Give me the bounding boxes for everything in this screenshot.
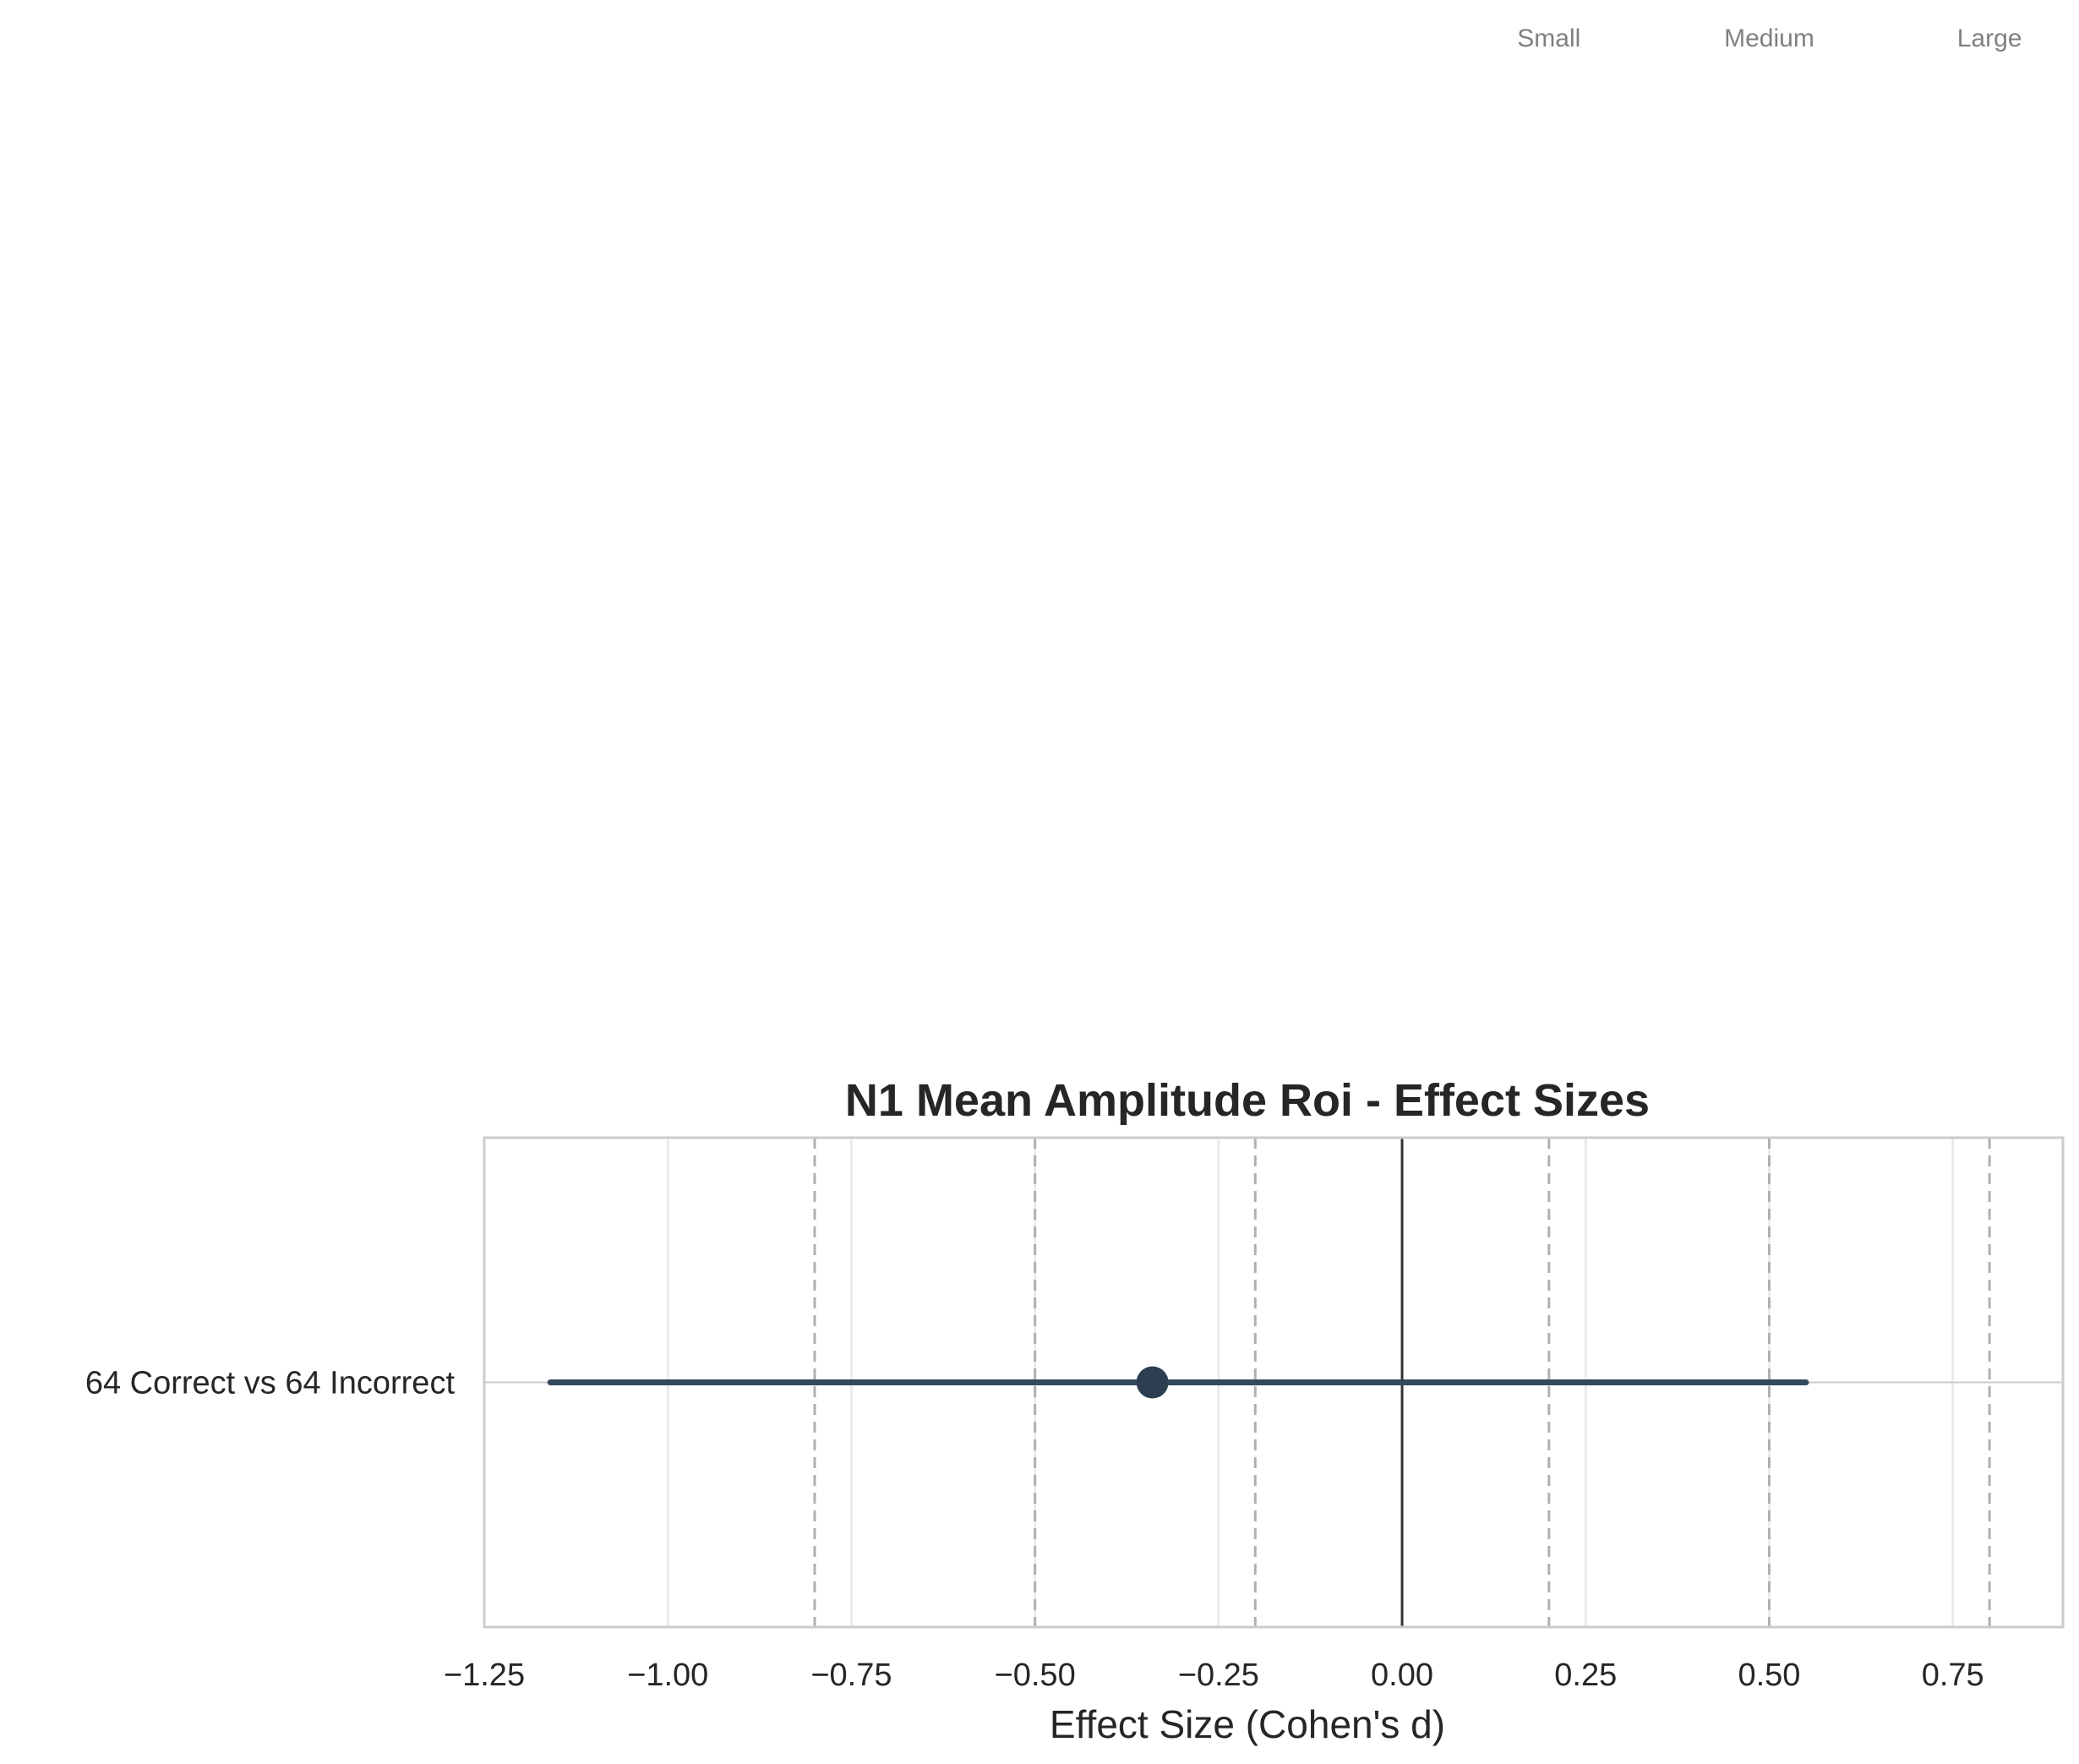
x-tick-label: −1.00 bbox=[627, 1658, 708, 1693]
reference-label-medium: Medium bbox=[1724, 25, 1814, 52]
y-tick-labels: 64 Correct vs 64 Incorrect bbox=[85, 1366, 456, 1401]
x-tick-label: −0.75 bbox=[810, 1658, 892, 1693]
x-tick-label: −0.25 bbox=[1178, 1658, 1259, 1693]
x-tick-label: −1.25 bbox=[444, 1658, 525, 1693]
x-axis-label: Effect Size (Cohen's d) bbox=[1050, 1702, 1445, 1746]
y-tick-label: 64 Correct vs 64 Incorrect bbox=[85, 1366, 456, 1401]
reference-labels: Small Medium Large bbox=[1517, 25, 2022, 52]
x-tick-label: 0.00 bbox=[1371, 1658, 1433, 1693]
x-tick-label: 0.25 bbox=[1554, 1658, 1617, 1693]
chart-title: N1 Mean Amplitude Roi - Effect Sizes bbox=[845, 1075, 1650, 1126]
x-tick-label: −0.50 bbox=[995, 1658, 1076, 1693]
x-tick-labels: −1.25 −1.00 −0.75 −0.50 −0.25 0.00 0.25 0.50 0.7… bbox=[444, 1658, 1984, 1693]
x-tick-label: 0.50 bbox=[1738, 1658, 1800, 1693]
mark-layer bbox=[547, 1138, 1809, 1627]
effect-point bbox=[1136, 1366, 1169, 1399]
x-tick-label: 0.75 bbox=[1922, 1658, 1984, 1693]
reference-label-large: Large bbox=[1957, 25, 2022, 52]
plot-frame bbox=[483, 1136, 2065, 1629]
reference-lines bbox=[813, 1138, 1991, 1627]
reference-label-small: Small bbox=[1517, 25, 1580, 52]
